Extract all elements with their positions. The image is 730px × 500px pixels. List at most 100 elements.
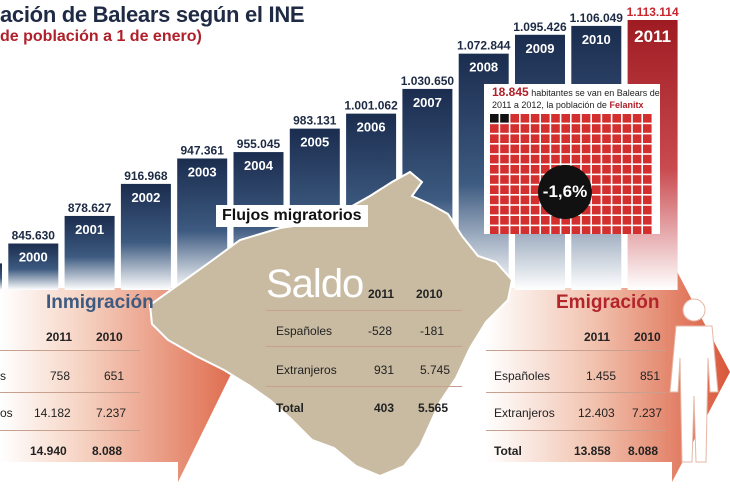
grid-square — [581, 205, 591, 215]
grid-square — [571, 226, 581, 234]
grid-square — [571, 154, 581, 164]
value-label-2001: 878.627 — [68, 201, 112, 215]
grid-square — [602, 144, 611, 154]
value-label-2010: 1.106.049 — [570, 11, 624, 25]
grid-square — [561, 154, 570, 164]
grid-square — [632, 144, 642, 154]
grid-square — [632, 205, 642, 215]
grid-square — [551, 226, 560, 234]
person-silhouette-icon — [669, 298, 719, 463]
grid-square — [490, 216, 499, 225]
grid-square — [490, 134, 499, 143]
grid-square — [592, 144, 601, 154]
grid-square — [500, 195, 509, 205]
emigracion-row-2010: 851 — [640, 369, 661, 383]
grid-square — [530, 165, 540, 174]
grid-square — [530, 175, 540, 184]
grid-square — [622, 195, 632, 205]
inmigracion-row-2011: 758 — [50, 369, 71, 383]
grid-square — [581, 114, 591, 123]
grid-square — [510, 216, 519, 225]
grid-square — [581, 226, 591, 234]
grid-square — [520, 114, 530, 123]
grid-square — [622, 185, 632, 194]
grid-square — [622, 114, 632, 123]
grid-square — [571, 216, 581, 225]
grid-square — [622, 226, 632, 234]
grid-square — [632, 114, 642, 123]
inmigracion-header-2010: 2010 — [96, 330, 123, 344]
grid-square — [571, 124, 581, 133]
inmigracion-row-label: os — [0, 406, 13, 420]
grid-square — [500, 216, 509, 225]
saldo-row-2011: -528 — [368, 324, 393, 338]
grid-square — [530, 185, 540, 194]
grid-square — [602, 226, 611, 234]
grid-square — [612, 165, 621, 174]
grid-square — [530, 205, 540, 215]
saldo-total-2011: 403 — [374, 401, 395, 415]
grid-square — [520, 226, 530, 234]
grid-square — [551, 114, 560, 123]
grid-square — [510, 165, 519, 174]
emigracion-title: Emigración — [556, 292, 660, 313]
grid-square — [541, 226, 550, 234]
saldo-row-label: Españoles — [276, 324, 333, 338]
grid-square — [622, 144, 632, 154]
grid-square — [581, 154, 591, 164]
grid-square — [551, 216, 560, 225]
saldo-row-2010: 5.745 — [420, 363, 451, 377]
grid-square — [520, 165, 530, 174]
grid-square — [541, 144, 550, 154]
grid-square — [490, 195, 499, 205]
year-label-2004: 2004 — [244, 158, 274, 173]
grid-square — [541, 154, 550, 164]
grid-square — [520, 185, 530, 194]
value-label-2008: 1.072.844 — [457, 39, 511, 53]
grid-square — [530, 226, 540, 234]
grid-square — [541, 165, 550, 174]
grid-square — [622, 216, 632, 225]
year-label-2005: 2005 — [300, 135, 329, 150]
grid-square — [490, 205, 499, 215]
grid-square — [602, 175, 611, 184]
saldo-row-2010: -181 — [420, 324, 445, 338]
value-label-2007: 1.030.650 — [401, 74, 455, 88]
grid-square — [500, 144, 509, 154]
grid-square — [561, 114, 570, 123]
grid-square — [551, 124, 560, 133]
bar-2000 — [8, 243, 59, 290]
grid-square — [612, 226, 621, 234]
grid-square — [541, 134, 550, 143]
grid-square — [632, 185, 642, 194]
grid-square — [510, 154, 519, 164]
grid-square — [643, 195, 652, 205]
inmigracion-row-2010: 651 — [104, 369, 125, 383]
grid-square — [530, 124, 540, 133]
grid-square — [602, 154, 611, 164]
grid-square — [571, 144, 581, 154]
grid-square — [643, 124, 652, 133]
grid-square — [541, 114, 550, 123]
inmigracion-title: Inmigración — [46, 292, 154, 313]
grid-square — [643, 144, 652, 154]
grid-square — [500, 154, 509, 164]
grid-square — [592, 216, 601, 225]
saldo-row-2011: 931 — [374, 363, 395, 377]
emigracion-arrow — [486, 262, 730, 482]
year-label-2007: 2007 — [413, 95, 442, 110]
grid-square — [592, 165, 601, 174]
grid-square — [510, 226, 519, 234]
grid-square — [602, 216, 611, 225]
grid-square — [632, 195, 642, 205]
grid-square — [592, 195, 601, 205]
grid-square — [592, 226, 601, 234]
grid-square — [490, 175, 499, 184]
grid-square — [602, 195, 611, 205]
grid-square — [500, 124, 509, 133]
grid-square — [510, 195, 519, 205]
inmigracion-total-2010: 8.088 — [92, 444, 123, 458]
grid-square — [510, 124, 519, 133]
bar-2002 — [120, 183, 171, 290]
